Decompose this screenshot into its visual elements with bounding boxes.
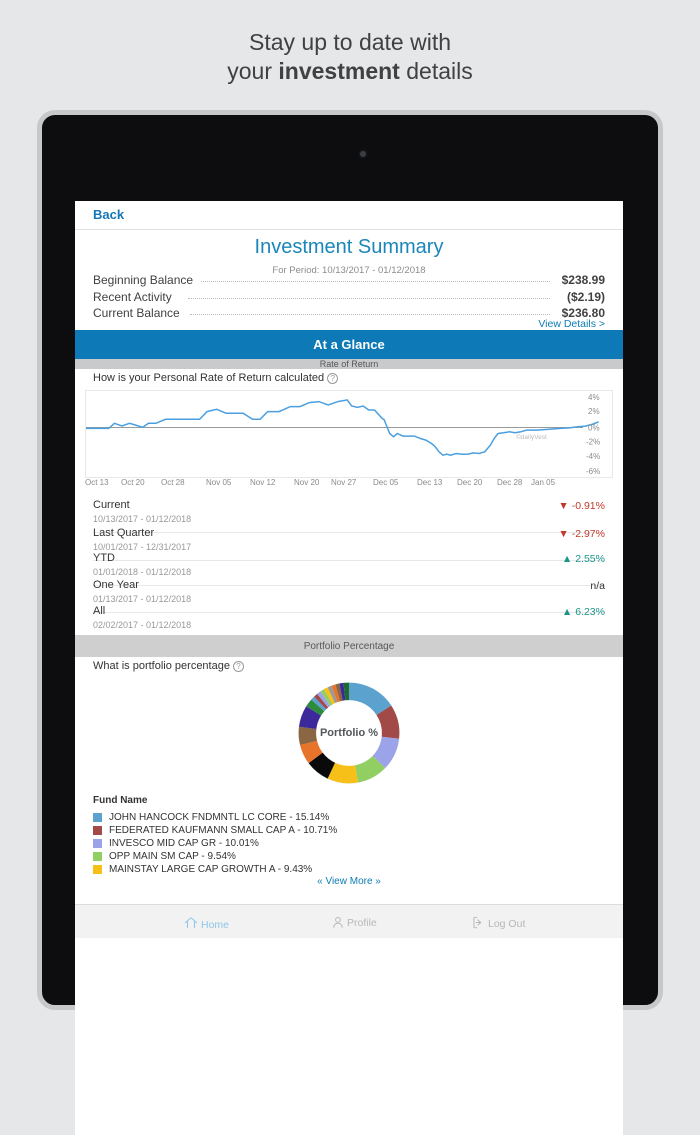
svg-text:©dailyVest: ©dailyVest xyxy=(516,433,547,441)
svg-text:4%: 4% xyxy=(588,393,600,402)
svg-text:-2%: -2% xyxy=(586,438,600,447)
svg-text:2%: 2% xyxy=(588,407,600,416)
svg-text:0%: 0% xyxy=(588,423,600,432)
svg-text:-6%: -6% xyxy=(586,467,600,476)
svg-text:-4%: -4% xyxy=(586,452,600,461)
